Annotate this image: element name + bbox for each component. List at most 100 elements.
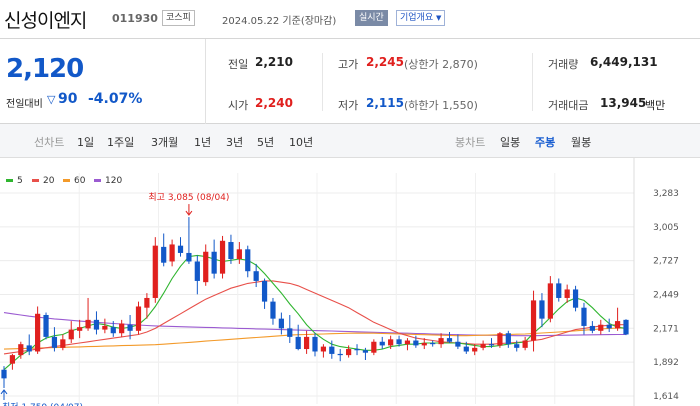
y-tick-label: 2,727 [653, 257, 679, 267]
volume-value: 6,449,131 [590, 55, 658, 69]
high-value: 2,245 [366, 55, 404, 69]
company-overview-dropdown[interactable]: 기업개요 ▼ [396, 10, 446, 26]
candle-body [547, 283, 553, 319]
amount-label: 거래대금 [548, 99, 589, 112]
candle-body [463, 346, 469, 352]
ma5-line [3, 254, 627, 371]
date-text: 2024.05.22 기준(장마감) [222, 16, 337, 27]
y-tick-label: 2,171 [653, 324, 679, 334]
tab-1week[interactable]: 1주일 [107, 136, 135, 149]
change-rate: -4.07% [88, 91, 143, 107]
prev-close-value: 2,210 [255, 55, 293, 69]
candle-body [102, 325, 108, 330]
open-value: 2,240 [255, 96, 293, 110]
candle-body [245, 249, 251, 272]
weekly-candlestick-chart[interactable]: 3,283 3,005 2,727 2,449 2,171 1,892 1,614 최고 3,… [0, 158, 700, 406]
candle-body [169, 244, 175, 262]
candle-body [396, 339, 402, 345]
legend-ma20: 20 [32, 176, 54, 186]
candle-body [438, 338, 444, 345]
tab-3month[interactable]: 3개월 [151, 136, 179, 149]
candle-body [1, 369, 7, 379]
amount-value: 13,945 [600, 96, 647, 110]
min-arrow-head [0, 389, 8, 395]
candle-body [320, 346, 327, 352]
candle-body [446, 338, 453, 342]
market-tag: 코스피 [162, 10, 195, 26]
high-label: 고가 [338, 58, 359, 71]
down-arrow-icon: ▽ [47, 93, 56, 106]
candle-body [68, 329, 74, 340]
candle-body [371, 341, 377, 353]
candle-body [119, 323, 125, 334]
candle-body [522, 340, 528, 348]
candle-body [26, 345, 32, 352]
divider [322, 53, 323, 111]
tab-3year[interactable]: 3년 [226, 136, 244, 149]
candle-body [362, 350, 369, 353]
candle-body [388, 339, 394, 346]
candle-body [572, 289, 579, 308]
candle-body [177, 245, 184, 253]
candle-body [514, 344, 520, 348]
stock-code: 011930 [112, 12, 158, 25]
lower-limit-text: (하한가 1,550) [404, 99, 478, 112]
candle-body [564, 289, 570, 298]
candle-body [598, 324, 604, 331]
candle-body [480, 344, 486, 348]
open-label: 시가 [228, 99, 249, 112]
candle-body [421, 342, 427, 346]
candle-body [278, 318, 284, 329]
candle-body [203, 251, 209, 283]
ma120-line [3, 312, 626, 337]
tab-1day[interactable]: 1일 [77, 136, 95, 149]
candle-body [152, 245, 158, 298]
candle-body [346, 349, 352, 356]
candle-body [194, 261, 200, 281]
tab-5year[interactable]: 5년 [257, 136, 275, 149]
candle-body [413, 340, 419, 346]
candle-body [211, 251, 217, 274]
max-price-label: 최고 3,085 (08/04) [148, 192, 229, 203]
max-arrow-head [185, 210, 193, 216]
candle-body [43, 314, 49, 337]
candle-body [161, 246, 167, 263]
candle-body [303, 336, 310, 350]
candle-body [312, 336, 318, 352]
tab-1year[interactable]: 1년 [194, 136, 212, 149]
y-tick-label: 3,005 [653, 223, 679, 233]
divider [532, 53, 533, 111]
y-tick-label: 2,449 [653, 290, 679, 300]
tab-10year[interactable]: 10년 [289, 136, 314, 149]
candle-body [60, 339, 66, 348]
candle-body [455, 341, 461, 347]
realtime-button[interactable]: 실시간 [355, 10, 388, 26]
candle-body [329, 346, 335, 354]
chart-period-tabs: 선차트 1일 1주일 3개월 1년 3년 5년 10년 봉차트 일봉 주봉 월봉 [0, 124, 700, 158]
candle-body [614, 321, 621, 329]
candle-body [472, 347, 478, 352]
candle-body [77, 327, 83, 331]
stock-header: 신성이엔지 011930 코스피 2024.05.22 기준(장마감) 실시간 … [0, 0, 700, 38]
y-tick-label: 3,283 [653, 189, 679, 199]
upper-limit-text: (상한가 2,870) [404, 58, 478, 71]
candle-body [9, 355, 16, 364]
company-overview-label: 기업개요 [400, 13, 434, 23]
candle-body [556, 283, 562, 298]
low-label: 저가 [338, 99, 359, 112]
candle-body [51, 336, 58, 348]
candle-chart-label: 봉차트 [455, 136, 486, 149]
chevron-down-icon: ▼ [436, 14, 442, 22]
candle-body [539, 300, 545, 319]
candle-body [93, 319, 100, 330]
candle-body [18, 344, 24, 356]
candle-body [430, 342, 436, 345]
tab-weekly[interactable]: 주봉 [535, 136, 556, 149]
candle-body [236, 249, 242, 260]
legend-ma120: 120 [94, 176, 122, 186]
tab-daily[interactable]: 일봉 [500, 136, 521, 149]
candle-body [253, 271, 259, 281]
candle-body [110, 327, 116, 334]
tab-monthly[interactable]: 월봉 [571, 136, 592, 149]
candle-body [35, 313, 41, 352]
